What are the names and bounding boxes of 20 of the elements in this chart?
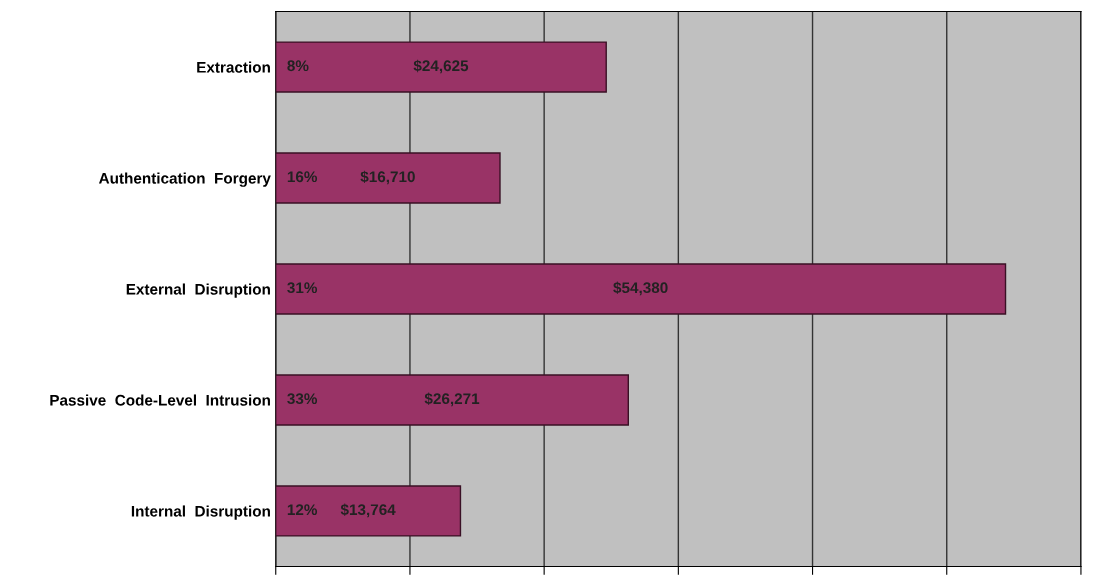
annotation: 8% xyxy=(287,60,309,72)
annotation: 33% xyxy=(287,393,318,405)
bar xyxy=(275,374,629,426)
data-label: $26,271 xyxy=(424,392,480,407)
y-tick-label: Extraction xyxy=(197,61,270,73)
annotation: 31% xyxy=(287,282,318,294)
bar xyxy=(275,152,501,204)
data-label: $54,380 xyxy=(613,281,668,296)
data-label: $13,764 xyxy=(340,503,396,518)
data-label: $24,625 xyxy=(413,59,469,74)
bar xyxy=(275,41,607,93)
annotation: 16% xyxy=(287,171,318,183)
y-tick-label: Passive Code-Level Intrusion xyxy=(50,394,270,406)
y-tick-label: Authentication Forgery xyxy=(98,172,271,187)
bar xyxy=(275,263,1007,315)
y-tick-label: Internal Disruption xyxy=(131,505,270,520)
annotation: 12% xyxy=(287,504,318,516)
y-tick-label: External Disruption xyxy=(126,283,270,298)
data-label: $16,710 xyxy=(360,170,415,185)
bar xyxy=(275,485,462,537)
